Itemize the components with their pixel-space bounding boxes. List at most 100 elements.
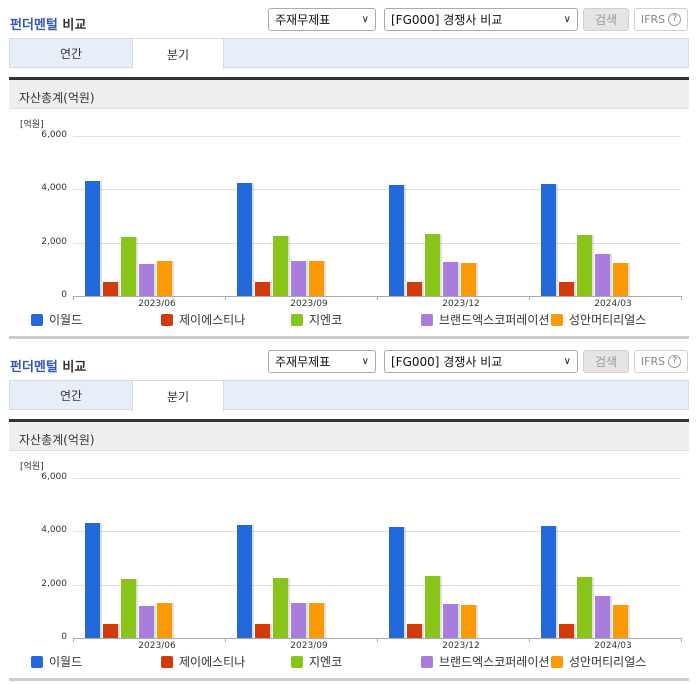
bar[interactable] bbox=[541, 526, 556, 638]
bar[interactable] bbox=[407, 281, 422, 296]
legend-label: 브랜드엑스코퍼레이션 bbox=[439, 313, 550, 327]
x-axis-label: 2023/12 bbox=[442, 641, 480, 651]
title-rest: 비교 bbox=[62, 360, 87, 375]
grid-line bbox=[73, 136, 681, 137]
bar[interactable] bbox=[121, 237, 136, 296]
tab-quarterly[interactable]: 분기 bbox=[132, 38, 224, 69]
legend-item[interactable]: 제이에스티나 bbox=[161, 653, 245, 670]
tab-quarterly[interactable]: 분기 bbox=[132, 380, 224, 411]
bar[interactable] bbox=[613, 604, 628, 638]
legend-swatch-icon bbox=[31, 655, 43, 668]
search-button[interactable]: 검색 bbox=[583, 350, 629, 373]
legend-item[interactable]: 이월드 bbox=[31, 653, 82, 670]
bar[interactable] bbox=[461, 262, 476, 296]
bar[interactable] bbox=[139, 264, 154, 296]
bar[interactable] bbox=[157, 602, 172, 638]
bar[interactable] bbox=[139, 606, 154, 638]
x-axis-label: 2024/03 bbox=[594, 641, 632, 651]
bar[interactable] bbox=[613, 262, 628, 296]
legend-swatch-icon bbox=[421, 313, 433, 326]
legend-label: 지엔코 bbox=[309, 313, 343, 327]
legend-label: 제이에스티나 bbox=[179, 655, 246, 669]
legend-swatch-icon bbox=[161, 313, 173, 326]
chevron-down-icon: ∨ bbox=[361, 356, 369, 367]
bar[interactable] bbox=[461, 604, 476, 638]
legend-item[interactable]: 지엔코 bbox=[291, 311, 342, 328]
bar[interactable] bbox=[273, 578, 288, 638]
legend-item[interactable]: 브랜드엑스코퍼레이션 bbox=[421, 311, 549, 328]
bar[interactable] bbox=[577, 234, 592, 296]
legend-item[interactable]: 성안머티리얼스 bbox=[551, 311, 646, 328]
chevron-down-icon: ∨ bbox=[563, 14, 571, 25]
search-button-label: 검색 bbox=[594, 355, 618, 369]
ifrs-help-button[interactable]: IFRS ? bbox=[634, 350, 688, 373]
bar[interactable] bbox=[103, 281, 118, 296]
statement-select[interactable]: 주재무제표 ∨ bbox=[268, 350, 376, 373]
section-divider bbox=[9, 336, 689, 339]
statement-select-value: 주재무제표 bbox=[275, 13, 331, 27]
y-axis-tick-label: 0 bbox=[61, 632, 67, 642]
bar[interactable] bbox=[595, 253, 610, 296]
title-rest: 비교 bbox=[62, 18, 87, 33]
legend-item[interactable]: 이월드 bbox=[31, 311, 82, 328]
bar[interactable] bbox=[291, 260, 306, 296]
y-axis-tick-label: 6,000 bbox=[41, 472, 67, 482]
bar[interactable] bbox=[255, 281, 270, 296]
group-select[interactable]: [FG000] 경쟁사 비교 ∨ bbox=[384, 8, 578, 31]
bar[interactable] bbox=[157, 260, 172, 296]
period-tabs: 연간 분기 bbox=[9, 380, 689, 411]
bar[interactable] bbox=[425, 575, 440, 638]
bar[interactable] bbox=[309, 260, 324, 296]
title-highlight: 펀더멘털 bbox=[10, 18, 58, 33]
bar[interactable] bbox=[443, 603, 458, 638]
bar[interactable] bbox=[541, 184, 556, 296]
bar[interactable] bbox=[237, 182, 252, 296]
bar[interactable] bbox=[255, 623, 270, 638]
legend-swatch-icon bbox=[291, 655, 303, 668]
bar[interactable] bbox=[577, 576, 592, 638]
bar[interactable] bbox=[309, 602, 324, 638]
x-axis-tick bbox=[225, 638, 226, 642]
bar[interactable] bbox=[407, 623, 422, 638]
bar[interactable] bbox=[559, 281, 574, 296]
bar[interactable] bbox=[103, 623, 118, 638]
ifrs-label: IFRS bbox=[640, 355, 666, 368]
bar-group-2024-03 bbox=[541, 478, 636, 638]
statement-select[interactable]: 주재무제표 ∨ bbox=[268, 8, 376, 31]
search-button[interactable]: 검색 bbox=[583, 8, 629, 31]
legend-item[interactable]: 브랜드엑스코퍼레이션 bbox=[421, 653, 549, 670]
legend-item[interactable]: 지엔코 bbox=[291, 653, 342, 670]
tab-label: 연간 bbox=[59, 388, 83, 403]
legend-item[interactable]: 성안머티리얼스 bbox=[551, 653, 646, 670]
bar-group-2023-09 bbox=[237, 136, 332, 296]
bar[interactable] bbox=[85, 181, 100, 296]
y-axis-tick-label: 6,000 bbox=[41, 130, 67, 140]
tab-annual[interactable]: 연간 bbox=[10, 380, 132, 410]
bar[interactable] bbox=[389, 527, 404, 638]
unit-label: [억원] bbox=[20, 120, 44, 130]
y-axis-tick-label: 2,000 bbox=[41, 236, 67, 247]
ifrs-help-button[interactable]: IFRS ? bbox=[634, 8, 688, 31]
bar[interactable] bbox=[85, 523, 100, 638]
bar[interactable] bbox=[559, 623, 574, 638]
x-axis-tick bbox=[377, 296, 378, 300]
legend-label: 브랜드엑스코퍼레이션 bbox=[439, 655, 550, 669]
tab-annual[interactable]: 연간 bbox=[10, 38, 132, 68]
bar[interactable] bbox=[273, 236, 288, 296]
legend-label: 지엔코 bbox=[309, 655, 343, 669]
x-axis-tick bbox=[73, 296, 74, 300]
bar[interactable] bbox=[595, 595, 610, 638]
bar[interactable] bbox=[389, 185, 404, 296]
bar[interactable] bbox=[425, 233, 440, 296]
x-axis-label: 2023/09 bbox=[290, 641, 328, 651]
bar[interactable] bbox=[237, 524, 252, 638]
grid-line bbox=[73, 478, 681, 479]
group-select[interactable]: [FG000] 경쟁사 비교 ∨ bbox=[384, 350, 578, 373]
bar[interactable] bbox=[443, 261, 458, 296]
bar-group-2023-12 bbox=[389, 136, 484, 296]
x-axis-tick bbox=[377, 638, 378, 642]
bar[interactable] bbox=[291, 602, 306, 638]
legend-item[interactable]: 제이에스티나 bbox=[161, 311, 245, 328]
bar[interactable] bbox=[121, 579, 136, 638]
fundamental-compare-section: 펀더멘털 비교 주재무제표 ∨ [FG000] 경쟁사 비교 ∨ 검색 IFRS… bbox=[0, 342, 696, 684]
